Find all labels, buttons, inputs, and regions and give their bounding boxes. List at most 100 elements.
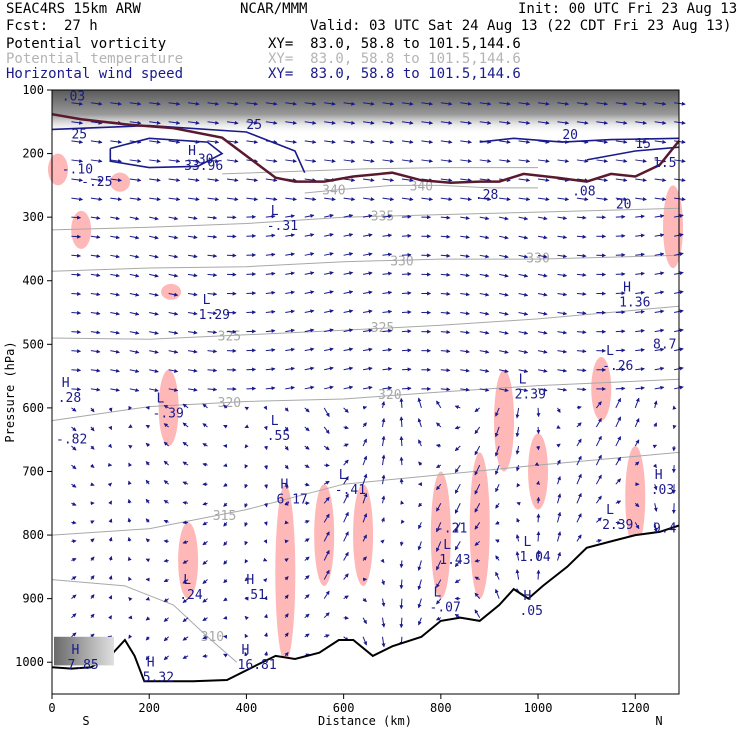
wind-vector [223,482,228,487]
y-tick-label: 200 [22,147,44,161]
wind-vector [284,594,289,599]
wind-vector [382,271,393,276]
extremum-type: L [606,503,614,518]
wind-vector [440,387,451,392]
north-label: N [655,714,662,728]
wind-vector [129,178,142,183]
wind-vector [536,407,541,418]
wind-vector [460,330,470,335]
wind-vector [440,234,451,239]
wind-vector [108,595,113,600]
wind-vector [518,330,529,335]
wind-vector [518,349,529,354]
wind-vector [323,426,330,435]
low-level-pv-patch [54,636,114,666]
wind-vector [182,617,189,623]
wind-vector [244,522,249,527]
contour-label: 1.5 [653,156,676,171]
wind-vector [246,197,259,202]
wind-vector [207,139,220,144]
wind-vector [576,253,587,258]
wind-vector [188,178,200,183]
wind-vector [615,478,621,485]
wind-vector [90,311,101,316]
wind-vector [182,500,189,505]
wind-vector [145,498,150,504]
wind-vector [653,422,657,428]
wind-vector [110,292,120,297]
wind-vector [537,197,550,202]
wind-vector [495,571,500,580]
wind-vector [460,292,470,297]
wind-vector [284,445,289,451]
wind-vector [127,536,132,542]
wind-vector [556,443,561,448]
wind-vector [304,482,310,487]
wind-vector [284,426,289,432]
wind-vector [499,139,511,144]
extremum-type: H [280,478,288,493]
wind-vector [202,462,208,467]
wind-vector [304,464,310,468]
wind-vector [207,272,218,277]
pv-region [71,210,92,249]
wind-vector [654,328,665,333]
wind-vector [188,120,200,125]
wind-vector [110,139,122,144]
wind-vector [615,197,628,202]
contour-label: -.25 [81,175,112,190]
wind-vector [576,438,582,447]
wind-vector [460,159,472,163]
wind-vector [343,328,354,333]
wind-contour-25 [51,124,306,174]
extremum-value: 5.32 [143,671,174,686]
wind-vector [615,436,622,447]
wind-vector [188,101,200,106]
wind-vector [168,216,179,221]
wind-vector [401,310,412,315]
y-tick-label: 700 [22,464,44,478]
wind-vector [479,254,490,259]
wind-vector [71,502,77,506]
wind-vector [324,290,334,295]
wind-vector [474,558,480,563]
wind-vector [304,120,317,125]
wind-vector [634,417,640,428]
y-tick-label: 400 [22,274,44,288]
theta-contour-345 [222,167,538,175]
wind-vector [635,348,645,352]
wind-vector [265,214,276,219]
wind-vector [454,541,461,551]
wind-vector [188,216,198,221]
wind-vector [246,101,259,106]
pv-region [469,452,490,599]
stratosphere-shading [52,90,679,135]
terrain-fill [52,525,679,694]
wind-vector [343,407,349,413]
wind-vector [674,178,686,183]
wind-vector [479,330,490,335]
wind-vector [479,197,492,202]
wind-vector [363,139,375,144]
wind-vector [421,197,434,202]
wind-vector [202,617,208,622]
wind-vector [537,330,548,335]
wind-vector [381,435,386,447]
wind-vector [71,368,82,373]
wind-vector [654,252,665,257]
extremum-type: L [271,414,279,429]
wind-vector [494,464,500,475]
contour-label: -.82 [56,433,87,448]
wind-vector [516,517,521,523]
wind-vector [382,309,393,314]
wind-vector [128,634,133,639]
pv-region [494,369,515,472]
wind-vector [304,426,310,432]
wind-vector [474,609,481,618]
wind-vector [129,235,140,240]
wind-vector [635,178,647,183]
wind-vector [128,576,132,582]
wind-vector [285,120,297,125]
wind-vector [223,404,228,409]
wind-vector [536,549,541,561]
